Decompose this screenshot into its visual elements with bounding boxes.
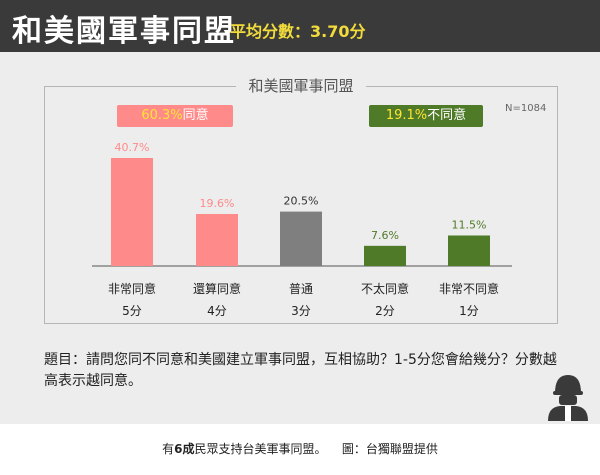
value-label-4: 7.6% <box>371 229 399 242</box>
score-label-4: 2分 <box>375 304 395 318</box>
footer-highlight: 6成 <box>174 442 195 456</box>
disagree-percent: 19.1% <box>385 108 428 123</box>
agree-label: 同意 <box>182 108 209 123</box>
bar-3 <box>280 211 322 266</box>
value-label-5: 11.5% <box>452 218 487 231</box>
disagree-label: 不同意 <box>427 108 467 123</box>
agree-percent: 60.3% <box>141 108 183 123</box>
footer-text-a: 有 <box>162 442 175 456</box>
bar-1 <box>111 158 153 266</box>
score-label-2: 4分 <box>207 304 227 318</box>
bar-2 <box>196 213 238 266</box>
score-label-1: 5分 <box>122 304 142 318</box>
page-title: 和美國軍事同盟 <box>12 14 236 49</box>
value-label-3: 20.5% <box>284 195 319 208</box>
agree-badge: 60.3%同意 <box>117 105 233 127</box>
sample-size: N=1084 <box>505 103 547 114</box>
header-bar: 和美國軍事同盟 平均分數：3.70分 <box>0 0 600 52</box>
footer-credit: 圖：台獨聯盟提供 <box>341 442 438 456</box>
soldier-icon <box>548 375 588 421</box>
average-score: 平均分數：3.70分 <box>230 22 366 41</box>
category-label-5: 非常不同意 <box>439 281 499 296</box>
value-label-1: 40.7% <box>115 141 150 154</box>
category-label-4: 不太同意 <box>361 281 409 296</box>
category-label-2: 還算同意 <box>193 281 241 296</box>
question-text: 題目：請問您同不同意和美國建立軍事同盟，互相協助？1-5分您會給幾分？分數越高表… <box>44 352 557 389</box>
score-label-3: 3分 <box>291 304 311 318</box>
bar-5 <box>448 235 490 266</box>
footer-text-c: 民眾支持台美軍事同盟。 <box>194 442 327 456</box>
disagree-badge: 19.1%不同意 <box>369 105 483 127</box>
category-label-3: 普通 <box>289 282 313 296</box>
footer: 有6成民眾支持台美軍事同盟。 圖：台獨聯盟提供 <box>0 424 600 475</box>
bar-4 <box>364 245 406 266</box>
score-label-5: 1分 <box>459 304 479 318</box>
chart-frame-title: 和美國軍事同盟 <box>236 76 366 96</box>
value-label-2: 19.6% <box>200 197 235 210</box>
category-label-1: 非常同意 <box>108 281 156 296</box>
